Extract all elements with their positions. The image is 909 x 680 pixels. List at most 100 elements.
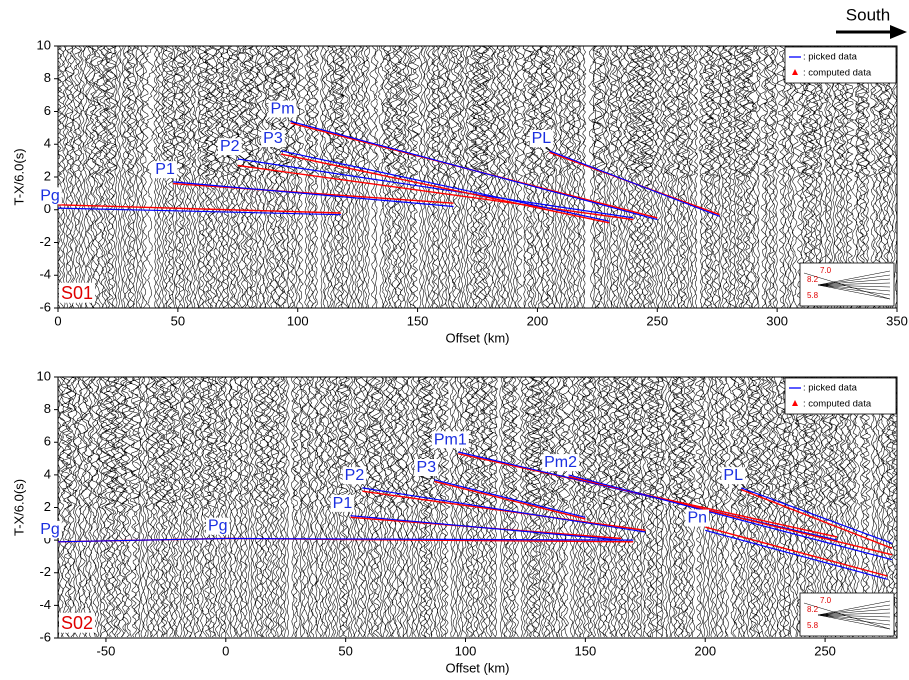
y-tick-label: -6 (39, 629, 51, 644)
computed-line (434, 480, 586, 520)
picked-line (568, 474, 893, 561)
phase-label: Pm2 (544, 454, 577, 471)
y-tick-label: -2 (39, 234, 51, 249)
inset-ray (817, 284, 891, 296)
picked-line (740, 487, 893, 544)
x-tick-label: 200 (527, 313, 549, 328)
inset-label: 5.8 (807, 291, 819, 300)
picked-line (225, 537, 634, 541)
inset-ray (817, 614, 891, 626)
picked-line (290, 120, 658, 221)
x-tick-label: 0 (54, 313, 61, 328)
y-tick-label: 2 (44, 168, 51, 183)
phase-label-bg (217, 138, 242, 156)
computed-line (740, 488, 893, 549)
phase-label: Pg (208, 518, 228, 535)
inset-ray (817, 604, 891, 616)
inset-ray (817, 274, 891, 286)
phase-label-bg (342, 467, 367, 485)
legend-box (784, 377, 897, 415)
phase-label: PL (532, 130, 552, 147)
x-tick-label: 0 (222, 643, 229, 658)
y-tick-label: 0 (44, 532, 51, 547)
x-tick-label: 50 (171, 313, 185, 328)
inset-label: 8.2 (807, 275, 819, 284)
y-tick-label: 2 (44, 499, 51, 514)
picked-line (57, 537, 226, 543)
phase-label: P1 (155, 161, 175, 178)
panel-label: S02 (61, 613, 93, 633)
inset-ray (817, 614, 891, 618)
phase-label-bg (685, 509, 710, 527)
phase-label: PL (723, 467, 743, 484)
inset-ray (817, 284, 891, 300)
legend-label: : picked data (803, 383, 858, 394)
inset-ray (817, 600, 891, 616)
legend-label: : computed data (803, 68, 872, 79)
legend-label: : picked data (803, 52, 858, 63)
inset-ray (803, 272, 891, 300)
phase-label-bg (431, 431, 469, 449)
phase-label: Pm (271, 101, 295, 118)
panel-label-bg (59, 282, 96, 303)
phase-label: Pm1 (434, 431, 467, 448)
inset-ray (803, 602, 891, 630)
x-axis-label: Offset (km) (445, 330, 509, 345)
direction-label: South (846, 5, 890, 24)
x-tick-label: 300 (766, 313, 788, 328)
computed-line (173, 182, 454, 204)
phase-label: P3 (263, 130, 283, 147)
inset-label: 8.2 (807, 605, 819, 614)
picked-line (362, 487, 646, 533)
phase-label: Pg (40, 521, 60, 538)
phase-label-bg (268, 100, 297, 118)
phase-label: P2 (345, 467, 365, 484)
inset-label: 5.8 (807, 621, 819, 630)
legend-box (784, 46, 897, 84)
phase-label-bg (153, 161, 177, 179)
x-tick-label: 150 (575, 643, 597, 658)
inset-ray (817, 278, 891, 286)
picked-line (57, 207, 341, 216)
phase-label: Pn (687, 510, 707, 527)
y-tick-label: 4 (44, 136, 51, 151)
phase-label-bg (721, 467, 746, 485)
y-tick-label: -6 (39, 299, 51, 314)
panel-label: S01 (61, 283, 93, 303)
x-tick-label: 50 (338, 643, 352, 658)
inset-label: 7.0 (820, 596, 832, 605)
picked-line (237, 158, 634, 219)
inset-ray (817, 608, 891, 616)
x-tick-label: 250 (646, 313, 668, 328)
picked-line (280, 150, 610, 222)
phase-label-bg (38, 520, 62, 538)
y-tick-label: 4 (44, 466, 51, 481)
phase-label: P3 (417, 459, 437, 476)
legend-computed-marker (792, 400, 798, 406)
computed-line (57, 204, 341, 214)
y-tick-label: -2 (39, 564, 51, 579)
inset-ray (817, 614, 891, 630)
x-tick-label: 100 (287, 313, 309, 328)
picked-line (434, 479, 586, 518)
x-tick-label: -50 (97, 643, 116, 658)
trace-background (58, 46, 897, 308)
inset-ray (817, 612, 891, 616)
inset-ray (817, 282, 891, 286)
computed-line (362, 490, 646, 531)
inset-label: 7.0 (820, 266, 832, 275)
y-tick-label: 10 (37, 37, 51, 52)
phase-label: P2 (220, 138, 240, 155)
y-tick-label: 6 (44, 434, 51, 449)
direction-arrowhead (890, 25, 907, 39)
computed-line (705, 526, 888, 577)
picked-line (705, 529, 888, 580)
picked-line (549, 150, 720, 217)
inset-ray (817, 284, 891, 288)
computed-line (280, 153, 610, 224)
phase-label-bg (529, 130, 554, 148)
phase-label-bg (206, 517, 230, 535)
picked-line (350, 515, 622, 541)
panel-label-bg (59, 612, 96, 633)
